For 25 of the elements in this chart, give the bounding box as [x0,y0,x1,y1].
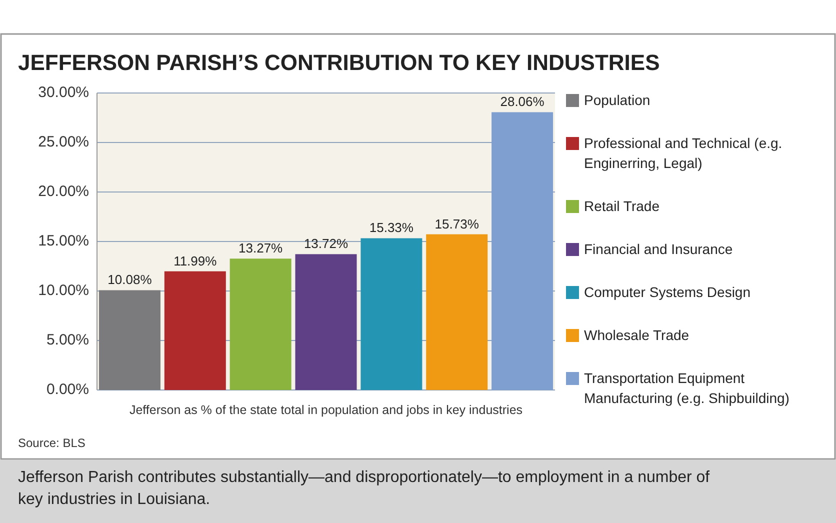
legend-label: Computer Systems Design [584,284,751,300]
y-tick-label: 5.00% [46,331,89,348]
y-tick-label: 25.00% [38,133,89,150]
y-tick-label: 20.00% [38,182,89,200]
data-label: 11.99% [174,253,218,268]
data-label: 15.33% [369,220,414,236]
y-tick-label: 15.00% [38,232,89,250]
data-label: 13.27% [238,240,284,256]
data-label: 15.73% [434,216,480,232]
x-axis-title: Jefferson as % of the state total in population and jobs in key industries [129,403,523,417]
legend-label: Professional and Technical (e.g. Enginerring, Legal) [584,134,782,171]
text: Jefferson Parish contributes substantially—and disproportionately—to employment in a number of key industries in Louisiana. [18,469,710,508]
chart-title: JEFFERSON PARISH’S CONTRIBUTION TO KEY INDUSTRIES [18,50,660,75]
source-note: Source: BLS [18,436,86,450]
legend-label: Population [584,92,650,108]
legend-label: Retail Trade [584,198,660,214]
data-label: 13.72% [304,236,348,252]
y-tick-label: 0.00% [46,380,89,398]
data-label: 10.08% [108,272,152,288]
y-tick-label: 10.00% [38,282,89,299]
data-label: 28.06% [500,94,545,110]
legend-label: Wholesale Trade [584,326,690,343]
y-tick-label: 30.00% [38,84,89,101]
legend-label: Transportation Equipment Manufacturing (e.g. Shipbuilding) [584,370,790,406]
legend-label: Financial and Insurance [584,240,733,257]
